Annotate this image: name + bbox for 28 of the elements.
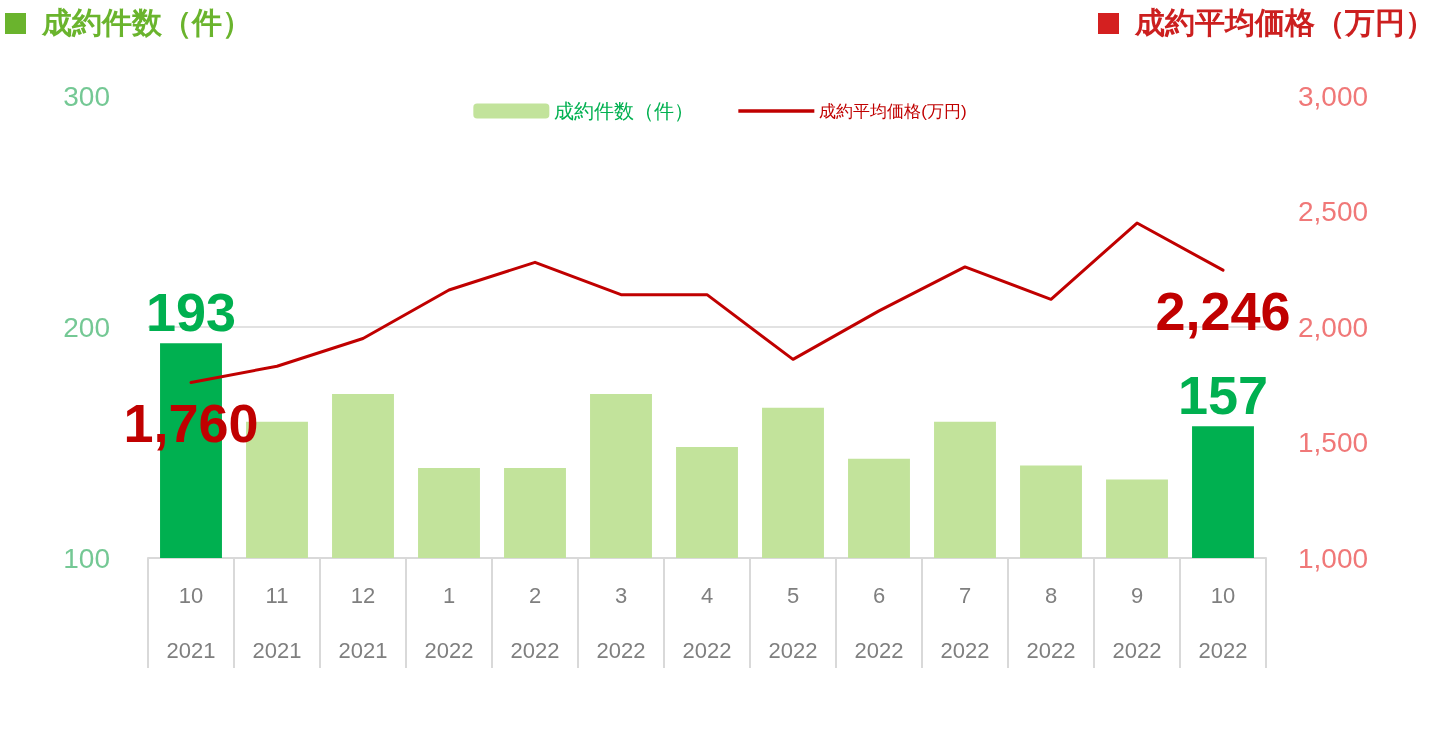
category-label: 2 2022 xyxy=(510,583,560,663)
y-tick-label: 100 xyxy=(63,542,110,574)
category-label: 12 2021 xyxy=(338,583,388,663)
y-axis-title: 成約件数（件） xyxy=(42,5,252,41)
data-label: 193 xyxy=(145,282,237,343)
category-label: 5 2022 xyxy=(768,583,818,663)
y2-tick-label: 3,000 xyxy=(1298,80,1369,112)
legend-label: 成約平均価格(万円) xyxy=(819,101,967,121)
y2-tick-label: 1,500 xyxy=(1298,427,1369,458)
y-tick-label: 300 xyxy=(63,80,110,112)
y-tick-label: 200 xyxy=(63,311,110,343)
category-label: 7 2022 xyxy=(940,583,990,663)
category-label: 3 2022 xyxy=(596,583,646,663)
category-label: 10 2022 xyxy=(1198,583,1248,663)
y2-tick-label: 2,000 xyxy=(1298,311,1369,343)
y2-axis-title: 成約平均価格（万円） xyxy=(1135,5,1435,41)
category-label: 8 2022 xyxy=(1026,583,1076,663)
data-label: 157 xyxy=(1177,365,1269,426)
category-label: 6 2022 xyxy=(854,583,904,663)
legend-label: 成約件数（件） xyxy=(554,100,695,122)
category-label: 9 2022 xyxy=(1112,583,1162,663)
category-label: 4 2022 xyxy=(682,583,732,663)
y2-tick-label: 1,000 xyxy=(1298,542,1369,574)
y2-tick-label: 2,500 xyxy=(1298,196,1369,227)
category-label: 10 2021 xyxy=(166,583,216,663)
category-label: 1 2022 xyxy=(424,583,474,663)
data-label: 2,246 xyxy=(1155,281,1291,342)
category-label: 11 2021 xyxy=(252,583,302,663)
